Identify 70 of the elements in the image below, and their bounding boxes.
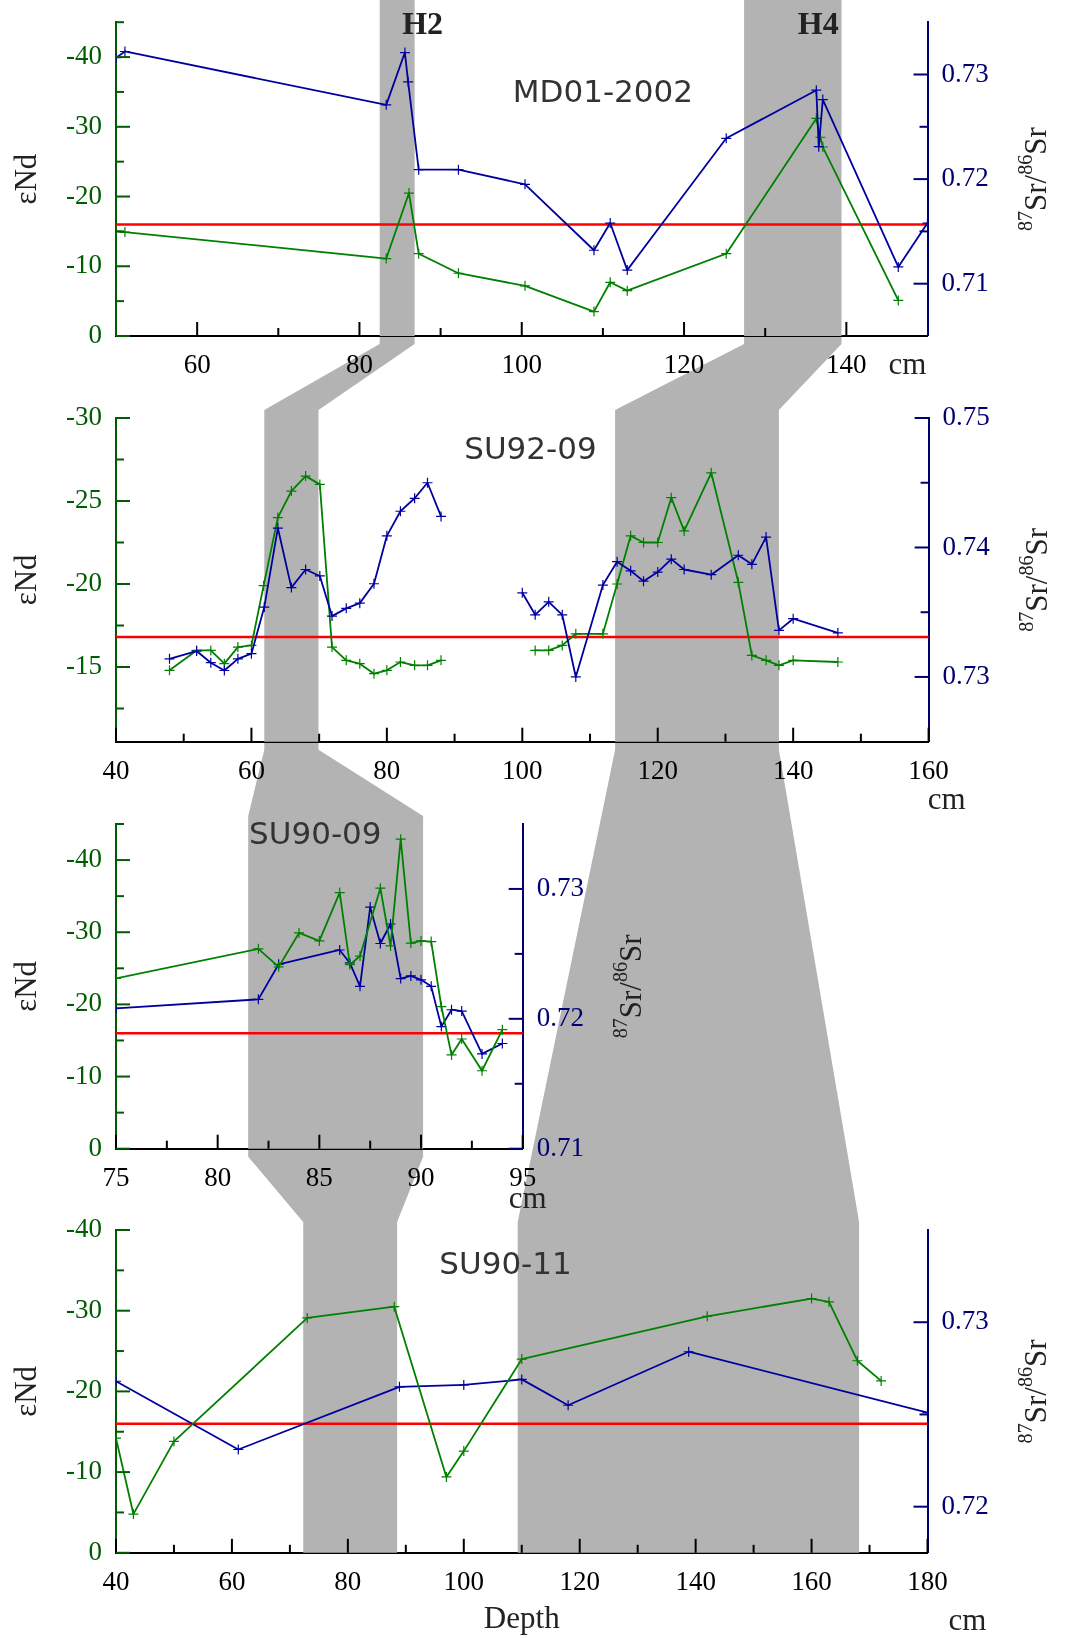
- y-axis-title: εNd: [8, 153, 44, 205]
- y-tick-label: -20: [66, 987, 102, 1018]
- x-tick-label: 120: [663, 349, 705, 380]
- y-tick-label: -30: [66, 915, 102, 946]
- y2-tick-label: 0.73: [536, 872, 584, 903]
- y2-axis-title: 87Sr/86Sr: [609, 933, 648, 1039]
- x-tick-label: 120: [559, 1566, 600, 1597]
- x-tick-label: 100: [501, 349, 542, 380]
- y-tick-label: -10: [66, 249, 102, 280]
- y-tick-label: -40: [66, 1213, 102, 1244]
- x-tick-label: 80: [204, 1161, 232, 1192]
- x-tick-label: 140: [826, 349, 867, 380]
- y2-tick-label: 0.73: [941, 57, 989, 88]
- y-tick-label: -20: [66, 1374, 102, 1405]
- y2-axis-title: 87Sr/86Sr: [1013, 1338, 1053, 1444]
- y2-tick-label: 0.75: [942, 401, 990, 432]
- y-tick-label: 0: [88, 1131, 102, 1162]
- x-tick-label: 60: [218, 1566, 246, 1597]
- x-tick-label: 120: [637, 754, 678, 785]
- x-tick-label: 100: [443, 1566, 485, 1597]
- text: cm: [948, 1601, 987, 1637]
- x-tick-label: 40: [102, 1566, 130, 1597]
- y-tick-label: 0: [88, 1535, 102, 1566]
- x-tick-label: 140: [675, 1566, 716, 1597]
- chart-title: SU92-09: [464, 430, 597, 467]
- y2-tick-label: 0.73: [942, 660, 990, 691]
- x-tick-label: 80: [334, 1566, 362, 1597]
- y2-tick-label: 0.71: [536, 1131, 584, 1162]
- x-tick-label: 75: [102, 1161, 130, 1192]
- y-tick-label: -15: [66, 650, 102, 681]
- text: MD01-2002: [512, 73, 693, 110]
- band-label: H4: [797, 5, 839, 42]
- x-tick-label: 60: [237, 754, 265, 785]
- y2-axis-title: 87Sr/86Sr: [1013, 126, 1053, 232]
- y-tick-label: -20: [66, 567, 102, 598]
- x-tick-label: 40: [102, 754, 130, 785]
- y-tick-label: -30: [66, 109, 102, 140]
- y-tick-label: -40: [66, 843, 102, 874]
- y-tick-label: -10: [66, 1059, 102, 1090]
- x-tick-label: 180: [907, 1566, 948, 1597]
- band-label: H2: [402, 5, 444, 42]
- y-tick-label: -30: [66, 401, 102, 432]
- y-tick-label: -30: [66, 1293, 102, 1324]
- x-tick-label: 85: [305, 1161, 333, 1192]
- y-tick-label: -25: [66, 484, 102, 515]
- y2-tick-label: 0.72: [941, 162, 989, 193]
- x-tick-label: 100: [502, 754, 543, 785]
- x-tick-label: 140: [772, 754, 814, 785]
- x-tick-label: 80: [373, 754, 401, 785]
- y-tick-label: 0: [88, 319, 102, 350]
- x-tick-label: 90: [407, 1161, 435, 1192]
- x-tick-label: 160: [791, 1566, 832, 1597]
- x-tick-label: 80: [345, 349, 373, 380]
- text: cm: [888, 346, 927, 382]
- y2-tick-label: 0.73: [941, 1305, 989, 1336]
- x-axis-title: Depth: [483, 1599, 561, 1635]
- y2-tick-label: 0.71: [941, 266, 989, 297]
- y-axis-title: εNd: [8, 553, 44, 606]
- y2-tick-label: 0.74: [942, 530, 991, 561]
- y-axis-title: εNd: [8, 960, 44, 1012]
- text: SU90-11: [439, 1245, 572, 1282]
- y-tick-label: -40: [66, 40, 102, 71]
- y2-axis-title: 87Sr/86Sr: [1015, 527, 1054, 632]
- y2-tick-label: 0.72: [536, 1001, 584, 1032]
- x-tick-label: 60: [183, 349, 211, 380]
- y-axis-title: εNd: [8, 1365, 44, 1417]
- chart-title: SU90-09: [249, 815, 382, 852]
- y-tick-label: -10: [66, 1455, 102, 1486]
- y2-tick-label: 0.72: [941, 1489, 989, 1520]
- y-tick-label: -20: [66, 179, 102, 210]
